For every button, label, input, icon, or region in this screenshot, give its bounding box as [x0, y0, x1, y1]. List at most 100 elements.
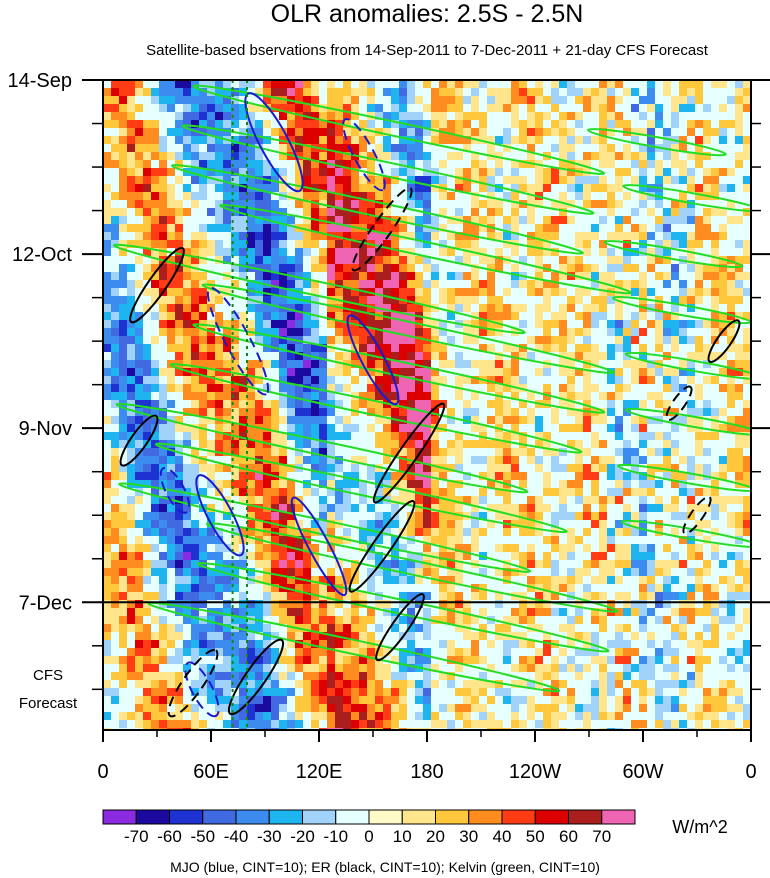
- olr-cell: [631, 208, 640, 217]
- olr-cell: [527, 136, 536, 145]
- olr-cell: [223, 160, 232, 169]
- olr-cell: [655, 496, 664, 505]
- olr-cell: [255, 408, 264, 417]
- olr-cell: [511, 128, 520, 137]
- olr-cell: [511, 472, 520, 481]
- olr-cell: [551, 232, 560, 241]
- olr-cell: [407, 240, 416, 249]
- olr-cell: [183, 264, 192, 273]
- olr-cell: [167, 120, 176, 129]
- olr-cell: [567, 472, 576, 481]
- olr-cell: [719, 304, 728, 313]
- olr-cell: [543, 232, 552, 241]
- olr-cell: [519, 224, 528, 233]
- olr-cell: [295, 416, 304, 425]
- olr-cell: [367, 384, 376, 393]
- olr-cell: [719, 344, 728, 353]
- plot-area: [103, 80, 751, 730]
- olr-cell: [495, 128, 504, 137]
- olr-cell: [143, 536, 152, 545]
- olr-cell: [687, 88, 696, 97]
- olr-cell: [295, 200, 304, 209]
- olr-cell: [207, 240, 216, 249]
- olr-cell: [103, 216, 112, 225]
- olr-cell: [551, 136, 560, 145]
- olr-cell: [295, 240, 304, 249]
- olr-cell: [143, 352, 152, 361]
- olr-cell: [575, 560, 584, 569]
- olr-cell: [647, 328, 656, 337]
- olr-cell: [287, 248, 296, 257]
- olr-cell: [367, 208, 376, 217]
- olr-cell: [175, 160, 184, 169]
- olr-cell: [599, 376, 608, 385]
- olr-cell: [239, 344, 248, 353]
- olr-cell: [447, 248, 456, 257]
- olr-cell: [471, 272, 480, 281]
- olr-cell: [471, 240, 480, 249]
- olr-cell: [279, 200, 288, 209]
- olr-cell: [607, 320, 616, 329]
- olr-cell: [287, 112, 296, 121]
- olr-cell: [735, 216, 744, 225]
- olr-cell: [623, 320, 632, 329]
- olr-cell: [239, 400, 248, 409]
- olr-cell: [743, 264, 751, 273]
- olr-cell: [623, 272, 632, 281]
- olr-cell: [199, 176, 208, 185]
- olr-cell: [207, 400, 216, 409]
- olr-cell: [159, 320, 168, 329]
- olr-cell: [399, 528, 408, 537]
- olr-cell: [495, 224, 504, 233]
- olr-cell: [471, 328, 480, 337]
- olr-cell: [407, 336, 416, 345]
- olr-cell: [607, 488, 616, 497]
- olr-cell: [391, 104, 400, 113]
- olr-cell: [719, 296, 728, 305]
- olr-cell: [143, 560, 152, 569]
- olr-cell: [615, 80, 624, 89]
- olr-cell: [159, 312, 168, 321]
- olr-cell: [591, 320, 600, 329]
- olr-cell: [535, 464, 544, 473]
- olr-cell: [743, 160, 751, 169]
- olr-cell: [159, 568, 168, 577]
- olr-cell: [679, 432, 688, 441]
- olr-cell: [575, 352, 584, 361]
- olr-cell: [631, 480, 640, 489]
- olr-cell: [303, 144, 312, 153]
- olr-cell: [591, 504, 600, 513]
- olr-cell: [631, 192, 640, 201]
- olr-cell: [503, 560, 512, 569]
- olr-cell: [727, 152, 736, 161]
- olr-cell: [119, 560, 128, 569]
- olr-cell: [183, 320, 192, 329]
- olr-cell: [527, 360, 536, 369]
- olr-cell: [103, 472, 112, 481]
- olr-cell: [455, 368, 464, 377]
- olr-cell: [215, 232, 224, 241]
- olr-cell: [639, 176, 648, 185]
- olr-cell: [471, 160, 480, 169]
- olr-cell: [271, 408, 280, 417]
- olr-cell: [511, 304, 520, 313]
- olr-cell: [607, 520, 616, 529]
- olr-cell: [575, 424, 584, 433]
- olr-cell: [687, 328, 696, 337]
- olr-cell: [159, 80, 168, 89]
- olr-cell: [631, 152, 640, 161]
- olr-cell: [583, 344, 592, 353]
- olr-cell: [151, 96, 160, 105]
- olr-cell: [479, 168, 488, 177]
- olr-cell: [511, 528, 520, 537]
- olr-cell: [471, 96, 480, 105]
- olr-cell: [103, 168, 112, 177]
- olr-cell: [207, 120, 216, 129]
- olr-cell: [111, 456, 120, 465]
- olr-cell: [391, 144, 400, 153]
- olr-cell: [295, 88, 304, 97]
- olr-cell: [247, 456, 256, 465]
- olr-cell: [279, 368, 288, 377]
- olr-cell: [719, 376, 728, 385]
- olr-cell: [367, 536, 376, 545]
